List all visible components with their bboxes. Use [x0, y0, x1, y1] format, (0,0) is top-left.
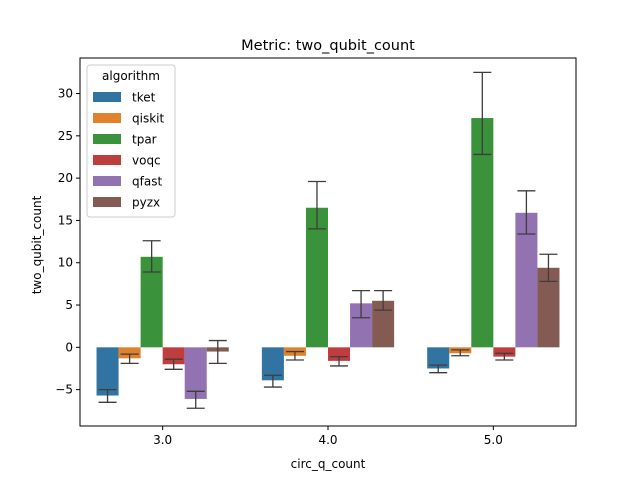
plot-area: −5 0 5 10 15 20 25 30 3.0 4.0 5.0 [55, 57, 577, 447]
x-tick-label: 4.0 [318, 433, 337, 447]
x-tick-label: 5.0 [484, 433, 503, 447]
bar-voqc-5.0 [493, 347, 516, 357]
y-tick-label: 25 [58, 129, 73, 143]
legend-swatch-qfast [93, 176, 121, 186]
y-tick-label: 0 [65, 340, 73, 354]
legend-label-tpar: tpar [132, 133, 157, 147]
bar-voqc-3.0 [162, 347, 185, 365]
legend-swatch-qiskit [93, 113, 121, 123]
x-tick-label: 3.0 [153, 433, 172, 447]
legend-label-pyzx: pyzx [132, 196, 160, 210]
bar-pyzx-5.0 [537, 267, 560, 348]
y-tick-label: 15 [58, 213, 73, 227]
x-axis-label: circ_q_count [291, 457, 366, 471]
bar-qfast-5.0 [515, 212, 538, 348]
bar-pyzx-4.0 [372, 300, 395, 348]
legend-swatch-pyzx [93, 197, 121, 207]
legend-swatch-tket [93, 92, 121, 102]
bar-qiskit-3.0 [118, 347, 141, 359]
legend: algorithm tket qiskit tpar voqc qfast pyzx [86, 64, 176, 218]
legend-label-voqc: voqc [132, 154, 161, 168]
bar-tket-5.0 [427, 347, 450, 369]
y-tick-label: −5 [55, 383, 73, 397]
legend-label-tket: tket [132, 91, 156, 105]
bar-qfast-3.0 [184, 347, 207, 399]
y-tick-label: 30 [58, 87, 73, 101]
y-axis-label: two_qubit_count [30, 195, 44, 294]
chart-title: Metric: two_qubit_count [241, 38, 415, 54]
legend-label-qiskit: qiskit [132, 112, 164, 126]
bar-tpar-4.0 [305, 207, 328, 348]
bar-tket-3.0 [96, 347, 119, 396]
legend-swatch-tpar [93, 134, 121, 144]
legend-title: algorithm [102, 69, 160, 83]
y-tick-label: 20 [58, 171, 73, 185]
y-tick-label: 10 [58, 256, 73, 270]
bar-qfast-4.0 [350, 303, 373, 348]
legend-label-qfast: qfast [132, 175, 162, 189]
legend-swatch-voqc [93, 155, 121, 165]
bar-tket-4.0 [261, 347, 284, 381]
y-tick-label: 5 [65, 298, 73, 312]
bar-tpar-3.0 [140, 256, 163, 348]
bar-voqc-4.0 [328, 347, 351, 361]
bar-tpar-5.0 [471, 118, 494, 348]
